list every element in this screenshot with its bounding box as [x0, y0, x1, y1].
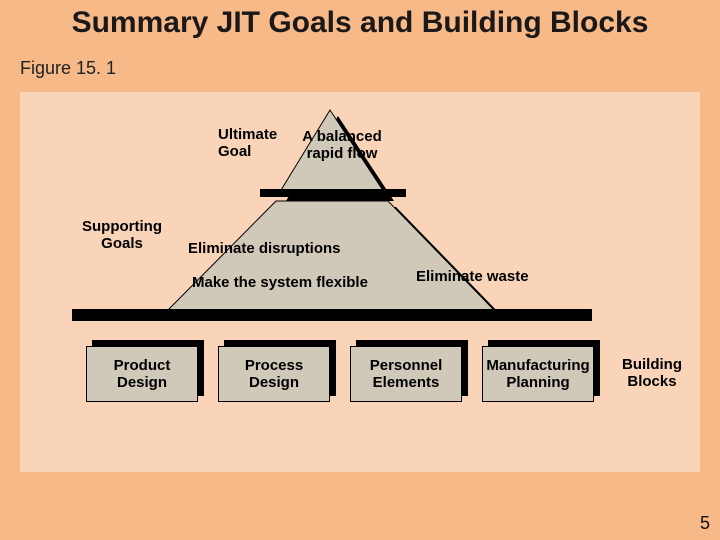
block-label: Manufacturing Planning — [482, 346, 594, 402]
supporting-line-3: Eliminate waste — [416, 268, 529, 285]
block-process-design: Process Design — [218, 346, 330, 402]
supporting-line-2: Make the system flexible — [192, 274, 368, 291]
supporting-goals-label: Supporting Goals — [72, 218, 172, 252]
ultimate-goal-text: A balanced rapid flow — [302, 128, 382, 162]
block-personnel-elements: Personnel Elements — [350, 346, 462, 402]
block-label: Personnel Elements — [350, 346, 462, 402]
block-product-design: Product Design — [86, 346, 198, 402]
block-label: Process Design — [218, 346, 330, 402]
block-manufacturing-planning: Manufacturing Planning — [482, 346, 594, 402]
slide-root: Summary JIT Goals and Building Blocks Fi… — [0, 0, 720, 540]
pyramid-diagram — [0, 0, 720, 540]
block-label: Product Design — [86, 346, 198, 402]
supporting-line-1: Eliminate disruptions — [188, 240, 341, 257]
building-blocks-label: Building Blocks — [612, 356, 692, 390]
ultimate-goal-label: Ultimate Goal — [218, 126, 288, 160]
